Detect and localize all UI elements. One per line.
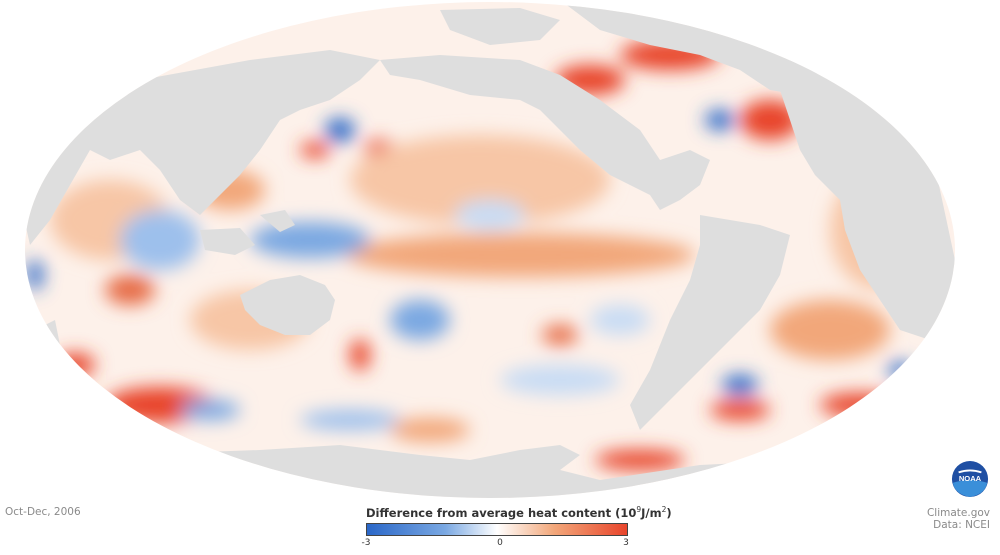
legend-tick-min: -3 bbox=[361, 537, 371, 548]
legend-tick-max: 3 bbox=[623, 537, 629, 548]
svg-text:NOAA: NOAA bbox=[959, 474, 982, 483]
noaa-logo: NOAA bbox=[951, 460, 989, 498]
credit-data: Data: NCEI bbox=[933, 519, 990, 531]
color-legend: Difference from average heat content (10… bbox=[362, 505, 672, 550]
legend-title: Difference from average heat content (10… bbox=[366, 505, 672, 520]
legend-tick-mid: 0 bbox=[497, 537, 503, 548]
ocean-heat-map bbox=[25, 2, 955, 498]
period-label: Oct-Dec, 2006 bbox=[5, 506, 81, 518]
legend-colorbar bbox=[366, 522, 628, 536]
credit-source: Climate.gov bbox=[926, 507, 990, 519]
